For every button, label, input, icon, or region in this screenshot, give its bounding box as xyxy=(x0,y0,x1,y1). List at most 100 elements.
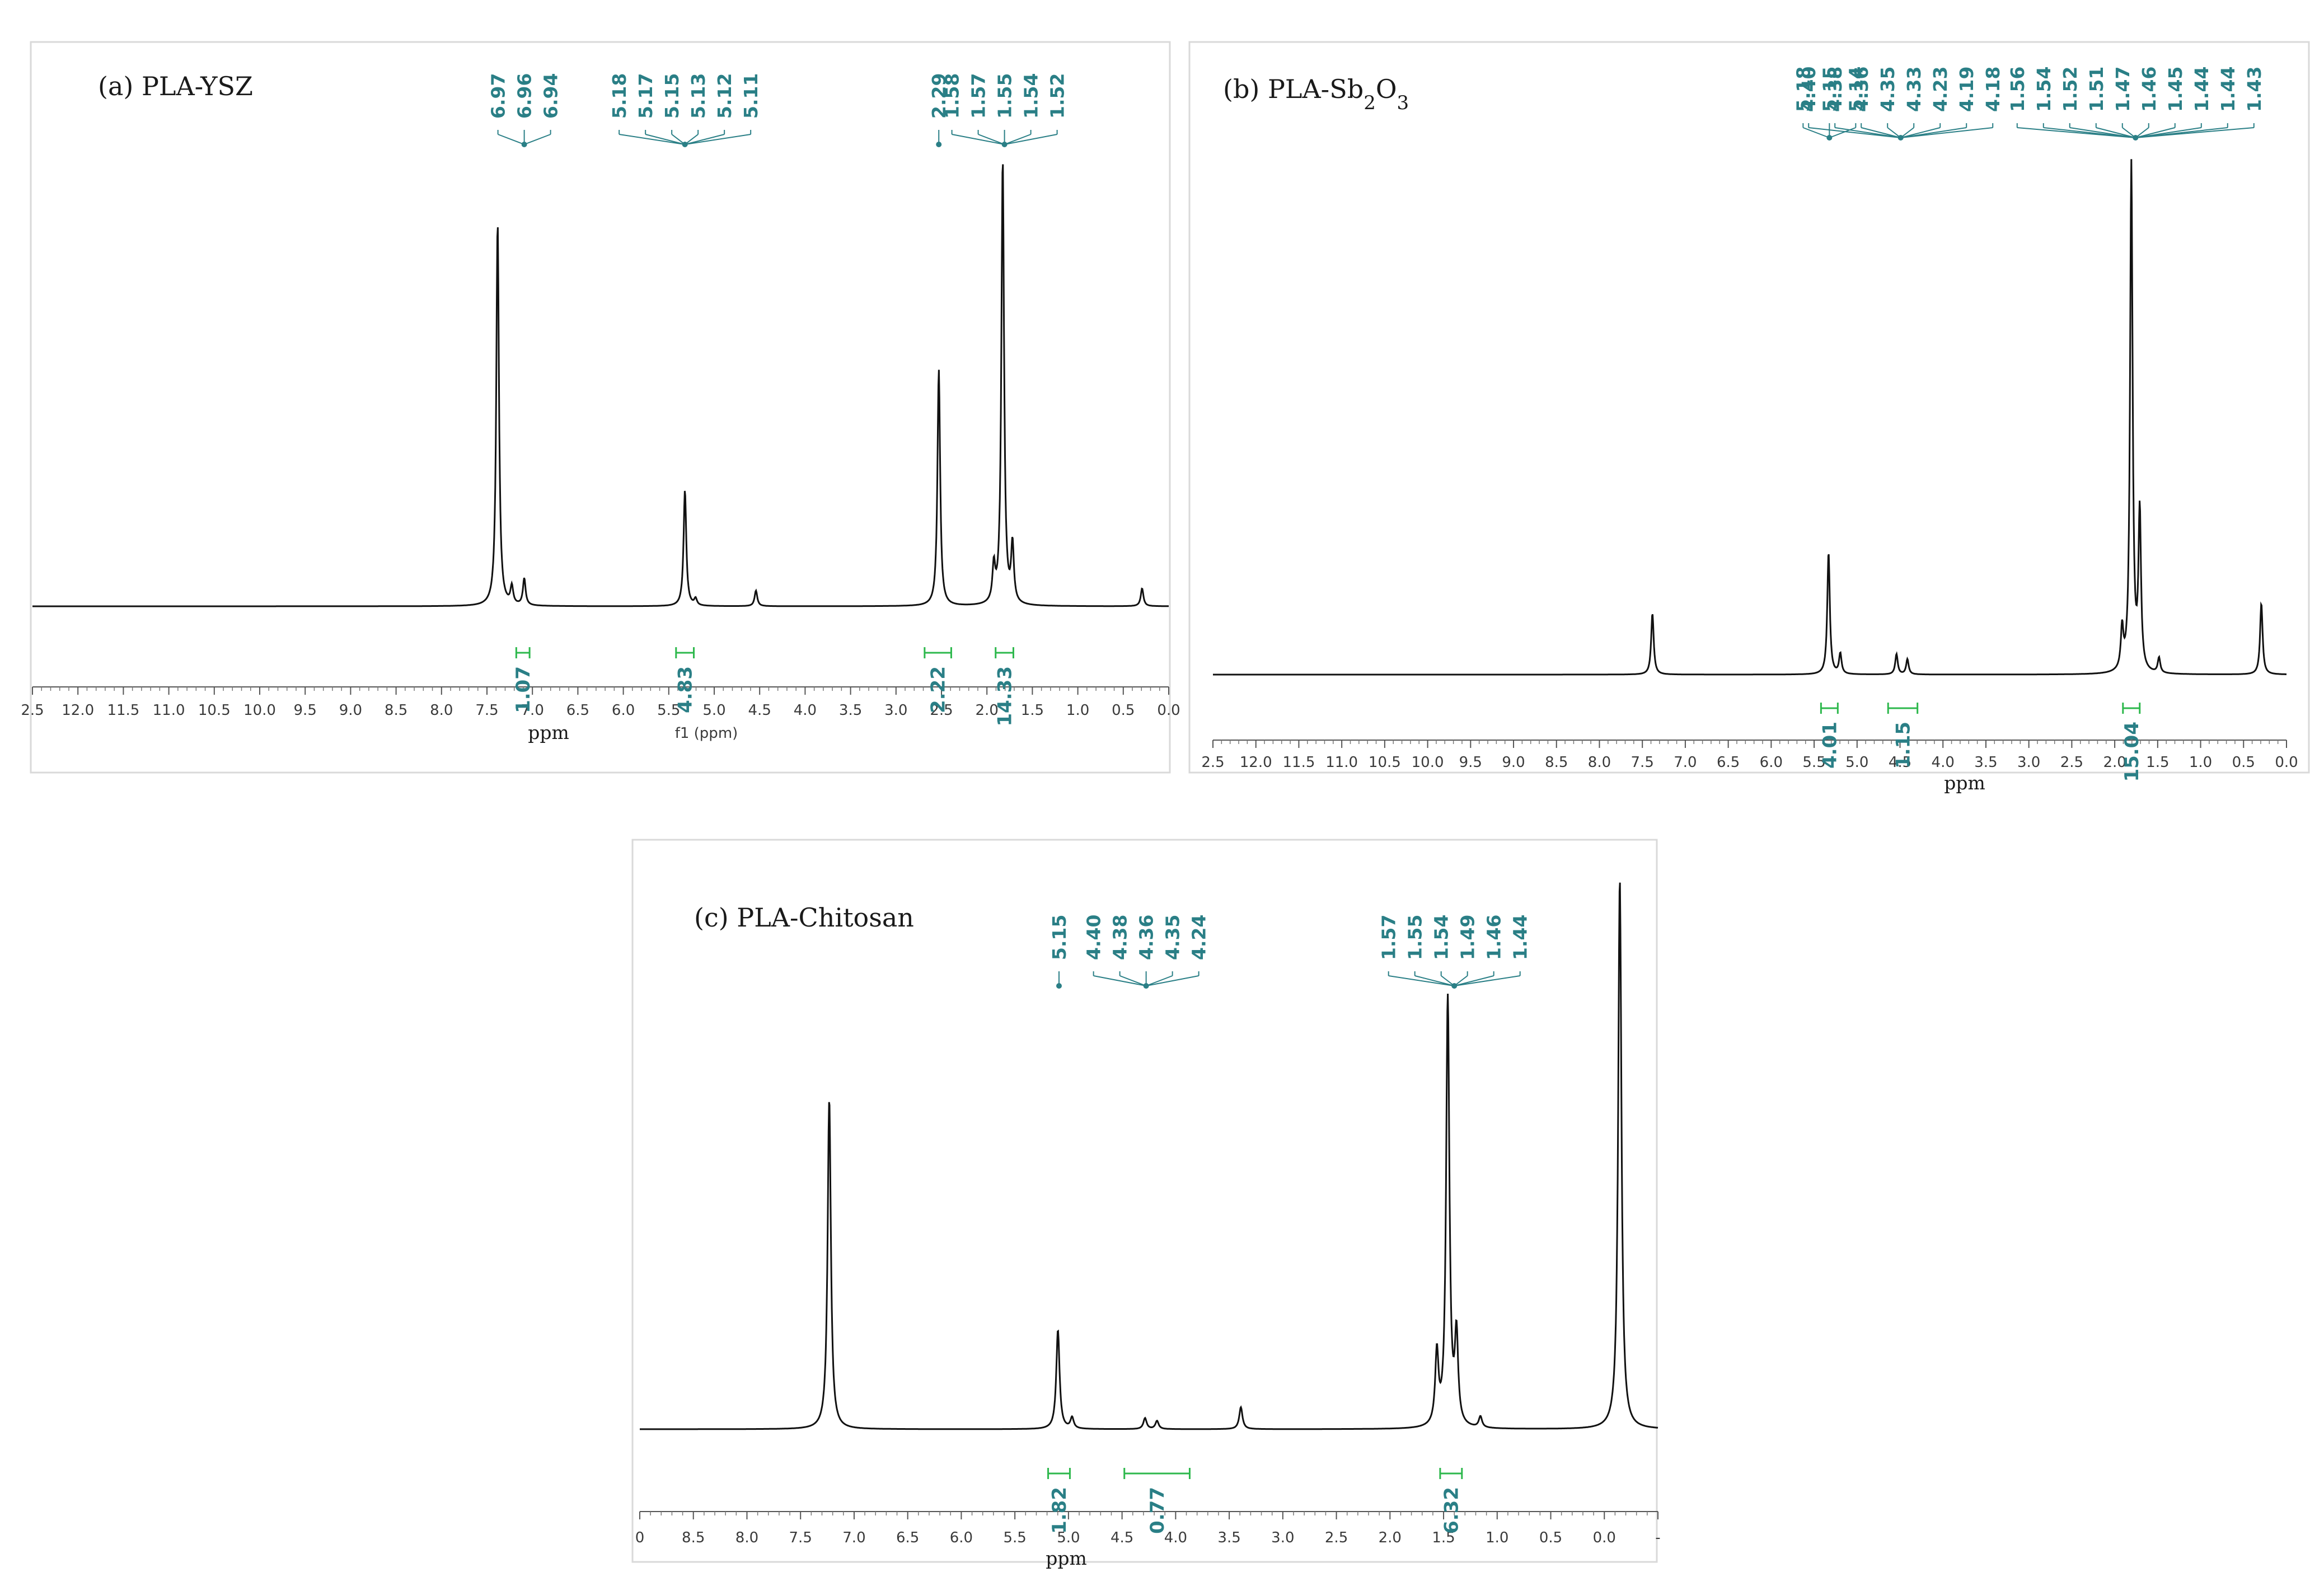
x-tick-label: 0.5 xyxy=(1539,1529,1562,1546)
peak-shift-label: 1.52 xyxy=(2059,67,2081,112)
peak-label-connector xyxy=(952,134,1005,145)
peak-shift-label: 1.47 xyxy=(2112,67,2134,112)
peak-shift-label: 5.15 xyxy=(1819,67,1840,112)
x-tick-label: 2.5 xyxy=(930,702,953,719)
peak-label-connector xyxy=(1900,127,1941,138)
integral-value-label: 2.22 xyxy=(927,666,950,713)
peak-label-connector xyxy=(1808,127,1901,138)
x-tick-label: 7.5 xyxy=(1631,754,1654,771)
x-tick-label: 9.5 xyxy=(294,702,317,719)
peak-shift-label: 1.45 xyxy=(2164,67,2186,112)
x-tick-label: 4.5 xyxy=(1889,754,1911,771)
peak-shift-label: 5.12 xyxy=(714,73,735,119)
peak-shift-label: 4.36 xyxy=(1850,67,1872,112)
peak-label-connector xyxy=(1004,134,1031,145)
x-tick-label: 0.5 xyxy=(2232,754,2255,771)
integral-value-label: 1.82 xyxy=(1048,1487,1071,1534)
x-tick-label: 2.5 xyxy=(2060,754,2083,771)
peak-shift-label: 4.40 xyxy=(1798,67,1820,112)
x-tick-label: 8.0 xyxy=(1588,754,1611,771)
peak-shift-label: 5.15 xyxy=(661,73,683,119)
x-tick-label: 0 xyxy=(635,1529,645,1546)
x-tick-label: 10.0 xyxy=(243,702,276,719)
x-tick-label: 1.5 xyxy=(2146,754,2169,771)
x-tick-label: 4.0 xyxy=(1932,754,1955,771)
x-tick-label: - xyxy=(1655,1529,1660,1546)
x-tick-label: 2.0 xyxy=(1379,1529,1402,1546)
x-tick-label: 7.0 xyxy=(521,702,544,719)
peak-shift-label: 1.54 xyxy=(2033,67,2055,112)
x-tick-label: 9.0 xyxy=(1502,754,1525,771)
peak-label-connector xyxy=(2069,127,2136,138)
x-tick-label: 7.5 xyxy=(475,702,498,719)
x-tick-label: 2.5 xyxy=(21,702,44,719)
peak-shift-label: 4.19 xyxy=(1956,67,1978,112)
x-tick-label: 2.5 xyxy=(1325,1529,1348,1546)
peak-label-connector xyxy=(1829,127,1856,138)
peak-shift-label: 4.23 xyxy=(1929,67,1951,112)
peak-shift-label: 1.44 xyxy=(2191,67,2213,112)
x-tick-label: 6.0 xyxy=(612,702,635,719)
x-tick-label: 4.0 xyxy=(794,702,817,719)
peak-anchor-dot xyxy=(1897,135,1904,141)
peak-label-connector xyxy=(978,134,1005,145)
peak-label-connector xyxy=(2135,127,2176,138)
peak-anchor-dot xyxy=(936,142,942,147)
peak-shift-label: 1.57 xyxy=(1378,915,1400,960)
x-tick-label: 3.0 xyxy=(1271,1529,1294,1546)
x-tick-label: 4.0 xyxy=(1164,1529,1187,1546)
x-tick-label: 10.0 xyxy=(1412,754,1444,771)
integral-value-label: 14.33 xyxy=(994,666,1016,727)
x-tick-label: 3.5 xyxy=(1217,1529,1240,1546)
peak-label-connector xyxy=(2096,127,2136,138)
peak-label-connector xyxy=(1802,127,1830,138)
integral-value-label: 1.15 xyxy=(1892,722,1914,769)
x-tick-label: 0.0 xyxy=(2275,754,2298,771)
peak-shift-label: 1.51 xyxy=(2086,67,2107,112)
peak-shift-label: 1.49 xyxy=(1457,915,1479,960)
x-tick-label: 8.5 xyxy=(1545,754,1568,771)
x-tick-label: 9.0 xyxy=(339,702,362,719)
peak-shift-label: 5.11 xyxy=(740,73,762,119)
peak-shift-label: 4.35 xyxy=(1877,67,1899,112)
panel-frame xyxy=(631,839,1658,1563)
x-tick-label: 3.5 xyxy=(1974,754,1997,771)
nmr-panel-1: (a) PLA-YSZ 2.5 12.0 11.5 11.0 10.5 10.0 9.5 9.0… xyxy=(21,41,1180,774)
x-tick-label: 11.0 xyxy=(153,702,185,719)
x-tick-label: 5.0 xyxy=(1057,1529,1080,1546)
peak-shift-label: 1.44 xyxy=(2217,67,2239,112)
integral-value-label: 1.07 xyxy=(512,666,535,713)
peak-shift-label: 5.18 xyxy=(1792,67,1814,112)
peak-shift-label: 4.38 xyxy=(1824,67,1846,112)
x-tick-label: 5.5 xyxy=(1802,754,1825,771)
spectrum-trace xyxy=(640,882,1658,1430)
x-tick-label: 2.5 xyxy=(1201,754,1224,771)
peak-label-connector xyxy=(619,134,685,145)
x-tick-label: 6.0 xyxy=(950,1529,973,1546)
peak-shift-label: 1.52 xyxy=(1047,73,1069,119)
x-tick-label: 11.5 xyxy=(107,702,139,719)
peak-shift-label: 1.54 xyxy=(1020,73,1042,119)
nmr-panel-3: (c) PLA-Chitosan 0 8.5 8.0 7.5 7.0 6.5 6.0 5.5 5.… xyxy=(631,839,1661,1569)
peak-shift-label: 6.97 xyxy=(488,73,509,119)
panel-title: (a) PLA-YSZ xyxy=(98,71,253,101)
x-tick-label: 8.0 xyxy=(430,702,453,719)
integral-value-label: 4.01 xyxy=(1819,722,1841,769)
peak-label-connector xyxy=(1119,975,1146,986)
peak-label-connector xyxy=(1146,975,1173,986)
peak-shift-label: 4.40 xyxy=(1083,915,1105,960)
peak-shift-label: 1.46 xyxy=(1483,915,1505,960)
x-tick-label: 2.0 xyxy=(2103,754,2126,771)
peak-shift-label: 4.33 xyxy=(1903,67,1925,112)
peak-shift-label: 1.55 xyxy=(994,73,1016,119)
peak-shift-label: 1.56 xyxy=(2007,67,2028,112)
x-tick-label: 6.5 xyxy=(566,702,589,719)
x-tick-label: 5.5 xyxy=(657,702,680,719)
peak-label-connector xyxy=(2135,127,2254,138)
x-tick-label: 3.0 xyxy=(884,702,907,719)
peak-shift-label: 1.57 xyxy=(968,73,990,119)
peak-anchor-dot xyxy=(1451,983,1458,989)
x-tick-label: 5.0 xyxy=(1845,754,1868,771)
